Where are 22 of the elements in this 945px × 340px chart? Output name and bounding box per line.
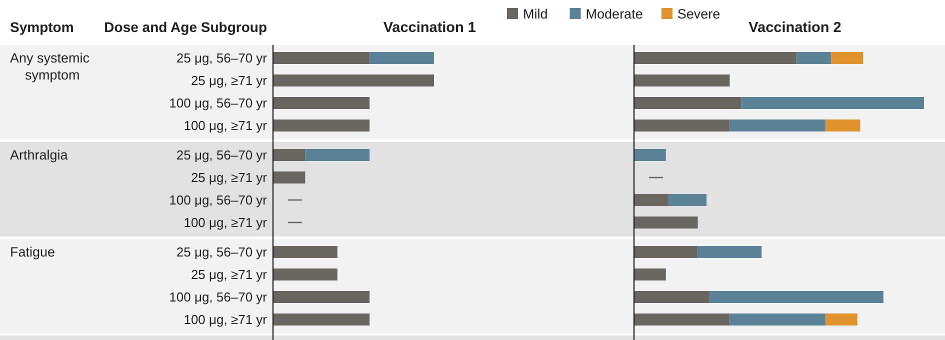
y-tick-label: 25 μg, ≥71 yr (190, 267, 268, 282)
y-tick-label: 25 μg, ≥71 yr (190, 73, 268, 88)
y-tick-label: 100 μg, ≥71 yr (184, 312, 268, 328)
text: Dose and Age Subgroup (104, 19, 267, 35)
chart-title: Vaccination 1 (383, 20, 476, 36)
y-tick-label: 100 μg, 56–70 yr (169, 96, 268, 111)
y-tick-label: 25 μg, 56–70 yr (176, 244, 268, 260)
text: Fatigue (10, 244, 56, 260)
y-tick-label: 100 μg, 56–70 yr (169, 290, 268, 305)
y-tick-label: 100 μg, ≥71 yr (184, 118, 268, 134)
text: Symptom (10, 19, 74, 35)
legend-label: Severe (677, 6, 720, 22)
y-tick-label: 25 μg, 56–70 yr (176, 148, 268, 163)
legend-label: Mild (523, 6, 548, 22)
text: Arthralgia (10, 148, 68, 163)
y-tick-label: 25 μg, 56–70 yr (176, 50, 268, 66)
chart-title: Vaccination 2 (748, 20, 842, 36)
legend-label: Moderate (586, 6, 643, 22)
y-tick-label: 100 μg, ≥71 yr (184, 215, 268, 230)
text: Any systemic symptom (10, 50, 90, 83)
y-tick-label: 100 μg, 56–70 yr (169, 192, 268, 208)
y-tick-label: 25 μg, ≥71 yr (190, 170, 268, 186)
